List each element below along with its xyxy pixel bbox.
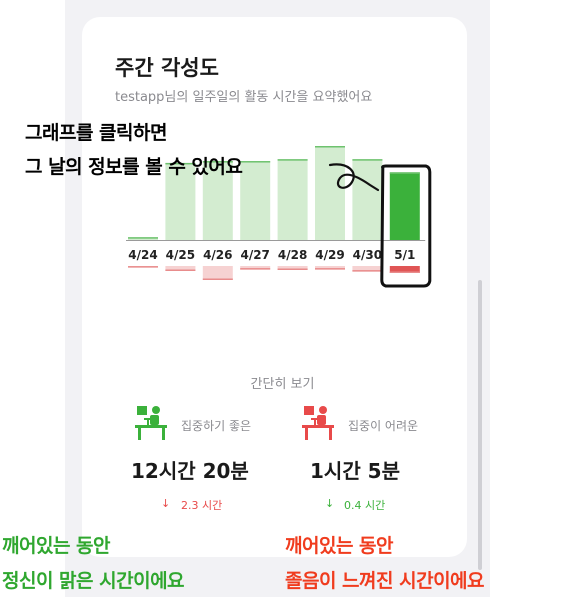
desk-person-icon: [302, 406, 334, 440]
alert-bar-top-4/26: [202, 161, 233, 163]
alert-bar-top-5/1: [389, 172, 420, 174]
alert-bar-4/30[interactable]: [352, 159, 383, 240]
date-label-5/1: 5/1: [394, 248, 415, 262]
alert-bar-top-4/28: [277, 159, 308, 161]
alert-bar-top-4/24: [128, 237, 158, 239]
card-subtitle: testapp님의 일주일의 활동 시간을 요약했어요: [115, 90, 373, 105]
date-label-4/27: 4/27: [240, 248, 269, 262]
date-label-4/25: 4/25: [166, 248, 195, 262]
drowsy-bar-4/29[interactable]: [315, 266, 345, 270]
date-label-4/28: 4/28: [278, 248, 307, 262]
alert-bar-4/28[interactable]: [277, 159, 308, 240]
alert-bar-4/29[interactable]: [315, 146, 345, 240]
alert-bar-4/27[interactable]: [240, 161, 271, 240]
desk-person-icon: [135, 406, 167, 440]
caption-left-line-2: 정신이 맑은 시간이에요: [2, 570, 185, 592]
hard-focus-value: 1시간 5분: [310, 459, 400, 483]
good-focus-change: 2.3 시간: [181, 499, 223, 512]
date-label-4/24: 4/24: [128, 248, 157, 262]
drowsy-bar-4/26[interactable]: [202, 266, 233, 280]
drowsy-bar-5/1[interactable]: [389, 266, 420, 273]
drowsy-bar-bottom-4/27: [240, 268, 271, 270]
alert-bar-top-4/30: [352, 159, 383, 161]
summary-title: 간단히 보기: [250, 377, 315, 392]
selection-highlight: [380, 164, 432, 288]
hint-line-1: 그래프를 클릭하면: [25, 122, 167, 144]
good-focus-value: 12시간 20분: [131, 459, 249, 483]
alert-bar-top-4/29: [315, 146, 345, 148]
drowsy-bar-bottom-4/24: [128, 266, 158, 268]
alert-bar-4/26[interactable]: [202, 161, 233, 240]
scrollbar[interactable]: [478, 280, 482, 570]
hint-arrow: [328, 163, 380, 192]
hard-focus-change: 0.4 시간: [344, 499, 386, 512]
hint-line-2: 그 날의 정보를 볼 수 있어요: [25, 156, 243, 178]
date-label-4/26: 4/26: [203, 248, 232, 262]
hard-focus-arrow: ↓: [325, 497, 335, 510]
good-focus-label: 집중하기 좋은: [181, 419, 252, 433]
drowsy-bar-4/27[interactable]: [240, 266, 271, 270]
caption-left-line-1: 깨어있는 동안: [2, 535, 111, 557]
drowsy-bar-bottom-4/30: [352, 270, 383, 272]
drowsy-bar-bottom-4/29: [315, 268, 345, 270]
date-label-4/30: 4/30: [353, 248, 382, 262]
caption-right-line-2: 졸음이 느껴진 시간이에요: [285, 570, 485, 592]
drowsy-bar-4/25[interactable]: [165, 266, 196, 271]
date-label-4/29: 4/29: [315, 248, 344, 262]
drowsy-bar-bottom-4/25: [165, 269, 196, 271]
drowsy-bar-bottom-4/28: [277, 268, 308, 270]
alert-bar-4/25[interactable]: [165, 162, 196, 240]
chart-baseline: [126, 240, 426, 241]
caption-right-line-1: 깨어있는 동안: [285, 535, 394, 557]
drowsy-bar-bottom-5/1: [389, 271, 420, 273]
alert-bar-top-4/27: [240, 161, 271, 163]
drowsy-bar-bottom-4/26: [202, 278, 233, 280]
drowsy-bar-4/28[interactable]: [277, 266, 308, 270]
drowsy-bar-4/30[interactable]: [352, 266, 383, 272]
alert-bar-5/1[interactable]: [389, 172, 420, 240]
good-focus-arrow: ↓: [161, 497, 171, 510]
card-title: 주간 각성도: [115, 56, 219, 80]
hard-focus-label: 집중이 어려운: [348, 419, 419, 433]
alert-bar-top-4/25: [165, 162, 196, 165]
